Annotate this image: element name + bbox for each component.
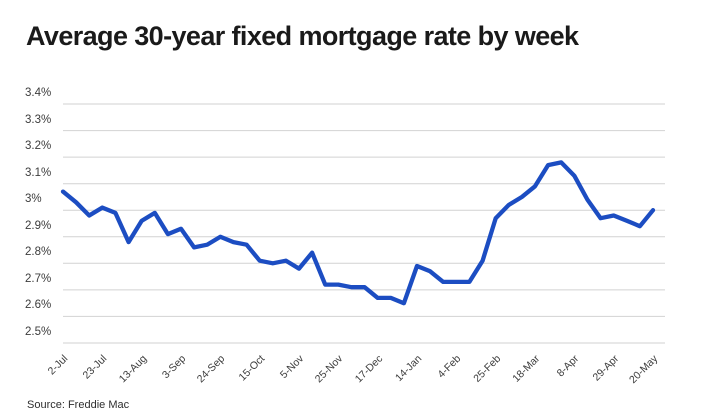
- page-title: Average 30-year fixed mortgage rate by w…: [26, 21, 579, 51]
- y-axis-tick-label: 2.6%: [25, 299, 52, 312]
- y-axis-tick-label: 3.2%: [25, 140, 52, 153]
- y-axis-tick-label: 3%: [25, 193, 42, 206]
- y-axis-tick-label: 3.3%: [25, 113, 52, 126]
- y-axis-tick-label: 2.8%: [25, 246, 52, 259]
- mortgage-rate-line: [60, 160, 656, 306]
- y-axis-tick-label: 3.4%: [25, 87, 52, 99]
- y-axis-tick-label: 2.5%: [25, 326, 52, 338]
- y-axis-tick-label: 3.1%: [25, 166, 52, 179]
- y-axis-tick-label: 2.9%: [25, 219, 52, 232]
- source-note: Source: Freddie Mac: [27, 399, 130, 411]
- y-axis-tick-label: 2.7%: [25, 272, 52, 285]
